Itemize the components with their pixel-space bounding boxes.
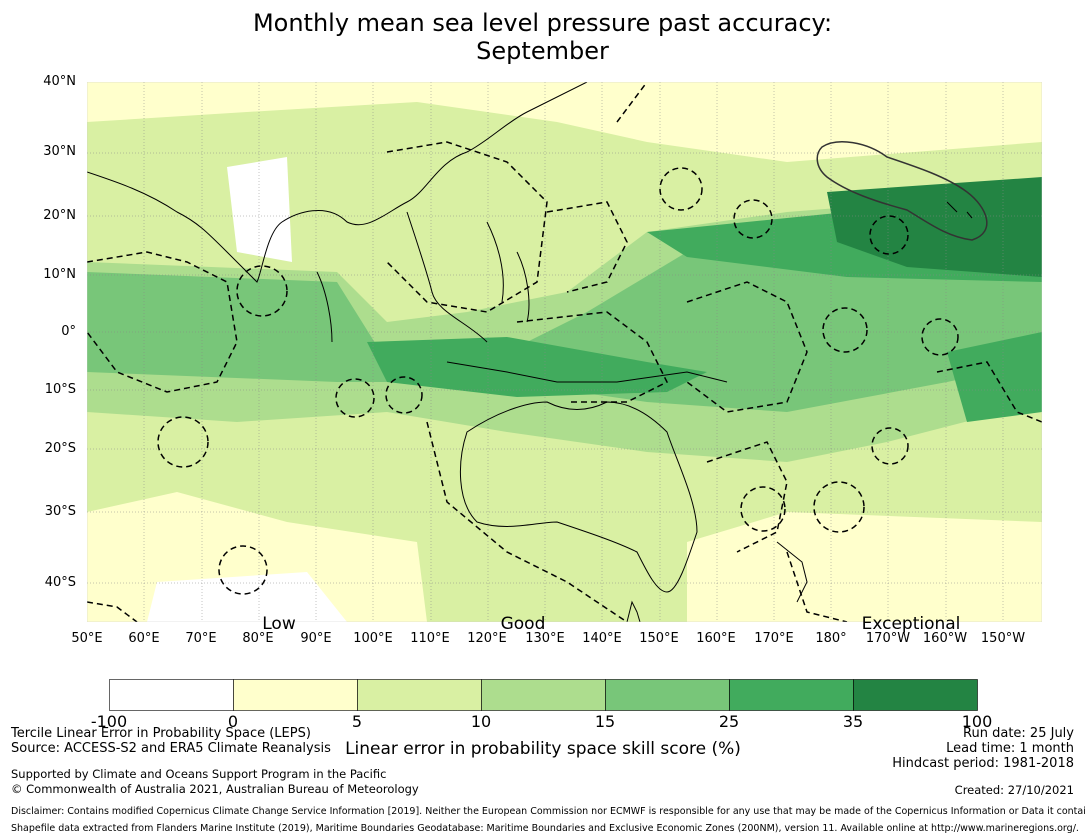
method-text: Tercile Linear Error in Probability Spac… <box>11 726 311 741</box>
colorbar-tick: 100 <box>961 712 993 731</box>
colorbar-tick: 15 <box>594 712 616 731</box>
lon-label: 180° <box>815 631 847 646</box>
run-date-text: Run date: 25 July <box>963 726 1074 741</box>
title-line-2: September <box>476 37 609 65</box>
colorbar-label: Linear error in probability space skill … <box>345 739 741 759</box>
lat-label: 20°N <box>43 208 76 223</box>
colorbar-tick: 10 <box>470 712 492 731</box>
lat-label: 10°N <box>43 267 76 282</box>
shapefile-text: Shapefile data extracted from Flanders M… <box>11 823 1079 834</box>
lon-label: 120°E <box>467 631 507 646</box>
lat-label: 40°N <box>43 74 76 89</box>
lat-label: 40°S <box>44 575 76 590</box>
eez-boundaries <box>87 82 1042 622</box>
colorbar-tick: 5 <box>351 712 363 731</box>
copyright-text: © Commonwealth of Australia 2021, Austra… <box>11 782 419 796</box>
lon-label: 50°E <box>71 631 103 646</box>
lon-label: 110°E <box>410 631 450 646</box>
colorbar-tick: 25 <box>718 712 740 731</box>
skill-map <box>87 82 1042 622</box>
lon-label: 150°E <box>639 631 679 646</box>
lon-label: 150°W <box>980 631 1026 646</box>
support-text: Supported by Climate and Oceans Support … <box>11 767 387 781</box>
lat-label: 30°S <box>44 504 76 519</box>
disclaimer-text: Disclaimer: Contains modified Copernicus… <box>11 806 1085 817</box>
lon-label: 100°E <box>353 631 393 646</box>
skill-label-exceptional: Exceptional <box>861 614 961 634</box>
lon-label: 90°E <box>300 631 332 646</box>
created-text: Created: 27/10/2021 <box>954 783 1074 797</box>
colorbar-swatch <box>481 679 606 711</box>
colorbar-tick: 35 <box>842 712 864 731</box>
lon-label: 60°E <box>128 631 160 646</box>
colorbar-swatch <box>357 679 482 711</box>
skill-label-low: Low <box>262 614 296 634</box>
skill-label-good: Good <box>500 614 546 634</box>
lat-label: 0° <box>61 324 76 339</box>
colorbar-swatch <box>233 679 358 711</box>
lon-label: 160°W <box>922 631 968 646</box>
lat-label: 30°N <box>43 144 76 159</box>
hawaii-eez-boundary <box>816 141 988 241</box>
lead-time-text: Lead time: 1 month <box>946 741 1074 756</box>
lon-label: 130°E <box>525 631 565 646</box>
colorbar-tick: -100 <box>90 712 128 731</box>
lat-label: 20°S <box>44 441 76 456</box>
lon-label: 160°E <box>696 631 736 646</box>
colorbar-swatch <box>853 679 978 711</box>
colorbar-swatch <box>109 679 234 711</box>
colorbar <box>109 679 978 711</box>
lon-label: 170°E <box>754 631 794 646</box>
lon-label: 70°E <box>185 631 217 646</box>
lon-label: 170°W <box>865 631 911 646</box>
colorbar-swatch <box>605 679 730 711</box>
title-line-1: Monthly mean sea level pressure past acc… <box>252 9 833 37</box>
coastlines <box>87 82 973 622</box>
colorbar-swatch <box>729 679 854 711</box>
hindcast-text: Hindcast period: 1981-2018 <box>892 756 1074 771</box>
lon-label: 80°E <box>242 631 274 646</box>
colorbar-tick: 0 <box>227 712 239 731</box>
map-gridlines <box>87 82 1042 622</box>
skill-regions <box>87 82 1042 622</box>
lat-label: 10°S <box>44 382 76 397</box>
lon-label: 140°E <box>582 631 622 646</box>
source-text: Source: ACCESS-S2 and ERA5 Climate Reana… <box>11 741 331 756</box>
